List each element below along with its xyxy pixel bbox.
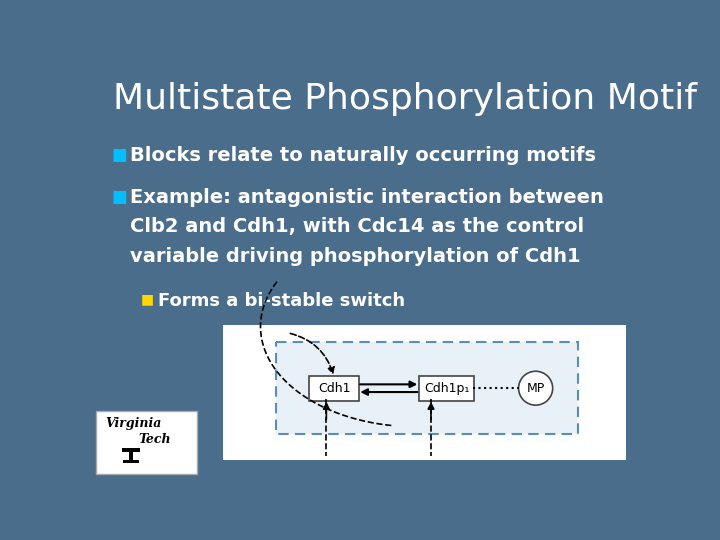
Text: Cdh1p₁: Cdh1p₁ — [424, 382, 469, 395]
FancyArrowPatch shape — [290, 333, 334, 373]
Text: ■: ■ — [140, 292, 153, 306]
Text: Forms a bi-stable switch: Forms a bi-stable switch — [158, 292, 405, 310]
Text: variable driving phosphorylation of Cdh1: variable driving phosphorylation of Cdh1 — [130, 247, 581, 266]
Circle shape — [518, 372, 553, 405]
Text: Virginia: Virginia — [106, 417, 162, 430]
Bar — [223, 325, 626, 460]
Text: Blocks relate to naturally occurring motifs: Blocks relate to naturally occurring mot… — [130, 146, 596, 165]
Text: Cdh1: Cdh1 — [318, 382, 351, 395]
Text: MP: MP — [526, 382, 545, 395]
FancyBboxPatch shape — [418, 376, 474, 401]
Text: Example: antagonistic interaction between: Example: antagonistic interaction betwee… — [130, 188, 604, 207]
Text: Multistate Phosphorylation Motif: Multistate Phosphorylation Motif — [113, 82, 697, 116]
Text: Clb2 and Cdh1, with Cdc14 as the control: Clb2 and Cdh1, with Cdc14 as the control — [130, 217, 585, 237]
Bar — [123, 460, 139, 463]
Bar — [129, 452, 133, 460]
Bar — [122, 448, 140, 452]
Text: Tech: Tech — [139, 433, 171, 446]
Bar — [96, 411, 197, 475]
Text: ■: ■ — [112, 146, 127, 164]
FancyBboxPatch shape — [310, 376, 359, 401]
Bar — [276, 342, 578, 434]
Text: ■: ■ — [112, 188, 127, 206]
